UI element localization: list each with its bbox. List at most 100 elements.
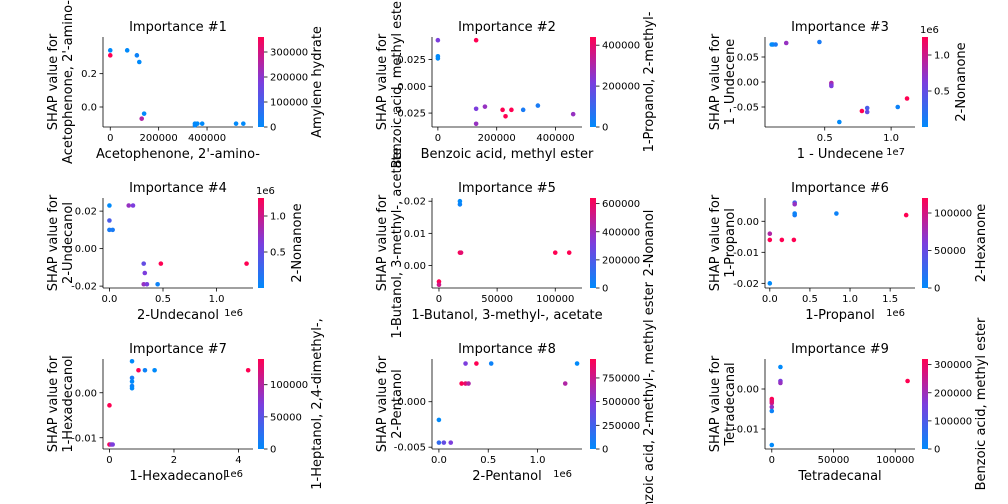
data-point xyxy=(241,121,246,126)
subplot-importance-9: Importance #90 50000 1000000.00-0.01Tetrad… xyxy=(708,317,989,490)
colorbar-tick-label: 0 xyxy=(934,445,940,456)
colorbar-tick-label: 0 xyxy=(602,284,608,295)
data-point xyxy=(474,361,479,366)
colorbar-tick-label: 100000 xyxy=(270,380,308,391)
x-tick-label: 0.0 xyxy=(762,294,778,305)
x-tick-label: 400000 xyxy=(188,133,226,144)
data-point xyxy=(110,442,115,447)
y-axis-label: SHAP value for2-Pentanol xyxy=(375,355,405,452)
x-axis-label: 1 - Undecene xyxy=(797,147,884,162)
y-axis-label: SHAP value forTetradecanal xyxy=(708,355,738,452)
data-point xyxy=(152,367,157,373)
data-point xyxy=(436,279,442,284)
x-tick-label: 1.0 xyxy=(842,294,858,305)
data-point xyxy=(552,250,558,255)
data-point xyxy=(463,361,468,366)
colorbar-tick-label: 100000 xyxy=(934,416,972,427)
y-tick-label: 0.2 xyxy=(81,69,97,80)
data-point xyxy=(436,417,442,423)
y-axis-label-line: SHAP value for xyxy=(708,194,723,291)
data-point xyxy=(436,440,442,445)
data-point xyxy=(245,367,251,373)
y-axis-label-line: SHAP value for xyxy=(375,33,390,130)
data-point xyxy=(233,121,239,126)
colorbar-tick-label: 600000 xyxy=(602,199,640,210)
y-axis-label-line: 2-Pentanol xyxy=(390,369,405,438)
data-point xyxy=(864,109,870,115)
x-tick-label: 50000 xyxy=(481,294,513,305)
x-tick-label: 0.5 xyxy=(802,294,818,305)
subplot-title: Importance #1 xyxy=(129,20,227,35)
data-point xyxy=(778,380,783,386)
data-point xyxy=(570,111,576,117)
data-point xyxy=(141,261,147,266)
y-axis-label-line: SHAP value for xyxy=(46,194,61,291)
x-tick-label: 0 xyxy=(435,133,441,144)
data-point xyxy=(562,381,568,386)
x-axis-label: 1-Butanol, 3-methyl-, acetate xyxy=(411,308,602,323)
x-axis-label: Acetophenone, 2'-amino- xyxy=(96,147,260,162)
x-tick-label: 1.5 xyxy=(882,294,898,305)
colorbar-tick-label: 200000 xyxy=(602,82,640,93)
subplot-title: Importance #9 xyxy=(791,342,889,357)
data-point xyxy=(142,270,148,276)
data-point xyxy=(566,250,572,255)
colorbar-tick-label: 300000 xyxy=(270,48,308,59)
colorbar-tick-label: 250000 xyxy=(602,421,640,432)
data-point xyxy=(473,37,479,43)
y-tick-label: 0.0 xyxy=(81,103,97,114)
data-point xyxy=(141,281,147,287)
colorbar xyxy=(922,37,928,127)
data-point xyxy=(436,282,442,288)
data-point xyxy=(129,358,135,364)
data-point xyxy=(769,398,775,404)
x-axis-label: 2-Pentanol xyxy=(472,469,541,484)
data-point xyxy=(767,231,773,236)
data-point xyxy=(144,281,150,287)
data-point xyxy=(136,367,141,373)
data-point xyxy=(435,56,441,61)
data-point xyxy=(459,381,464,386)
y-tick-label: 0.00 xyxy=(75,388,97,399)
data-point xyxy=(767,237,773,243)
x-tick-label: 1.0 xyxy=(209,294,225,305)
data-point xyxy=(129,375,135,381)
data-point xyxy=(457,202,463,207)
y-tick-label: 0.00 xyxy=(737,217,759,228)
colorbar-tick-label: 50000 xyxy=(934,246,966,257)
subplot-importance-4: Importance #4 0.0 0.5 1.0 0.02 0.00 -0.02 1e6 2-… xyxy=(46,181,305,323)
data-point xyxy=(503,113,508,119)
y-tick-label: 0.02 xyxy=(75,207,97,218)
y-axis-label-line: SHAP value for xyxy=(46,33,61,130)
data-point xyxy=(535,103,541,108)
x-axis-label: 1-Hexadecanol xyxy=(129,469,226,484)
data-point xyxy=(107,227,112,233)
x-tick-label: 0 xyxy=(769,455,775,466)
data-point xyxy=(864,105,870,111)
data-point xyxy=(195,121,200,126)
x-tick-label: 400000 xyxy=(536,133,574,144)
data-point xyxy=(520,107,526,113)
x-tick-label: 1.0 xyxy=(883,133,899,144)
data-point xyxy=(837,119,842,125)
colorbar-label: 2-Nonanol xyxy=(642,210,657,277)
x-tick-label: 0 xyxy=(436,294,442,305)
data-point xyxy=(488,361,494,366)
colorbar-tick-label: 200000 xyxy=(602,255,640,266)
colorbar-label: Benzoic acid, methyl ester xyxy=(974,317,989,490)
x-tick-label: 200000 xyxy=(478,133,516,144)
data-point xyxy=(458,250,464,255)
colorbar-tick-label: 400000 xyxy=(602,41,640,52)
colorbar-tick-label: 400000 xyxy=(602,227,640,238)
x-tick-label: 1.0 xyxy=(530,455,546,466)
data-point xyxy=(895,104,901,110)
data-point xyxy=(126,203,132,208)
data-point xyxy=(244,261,249,266)
colorbar-tick-label: 300000 xyxy=(934,360,972,371)
x-tick-label: 4 xyxy=(235,455,241,466)
subplot-title: Importance #5 xyxy=(458,181,556,196)
subplot-title: Importance #4 xyxy=(129,181,227,196)
data-point xyxy=(904,96,910,101)
x-tick-label: 100000 xyxy=(536,294,574,305)
